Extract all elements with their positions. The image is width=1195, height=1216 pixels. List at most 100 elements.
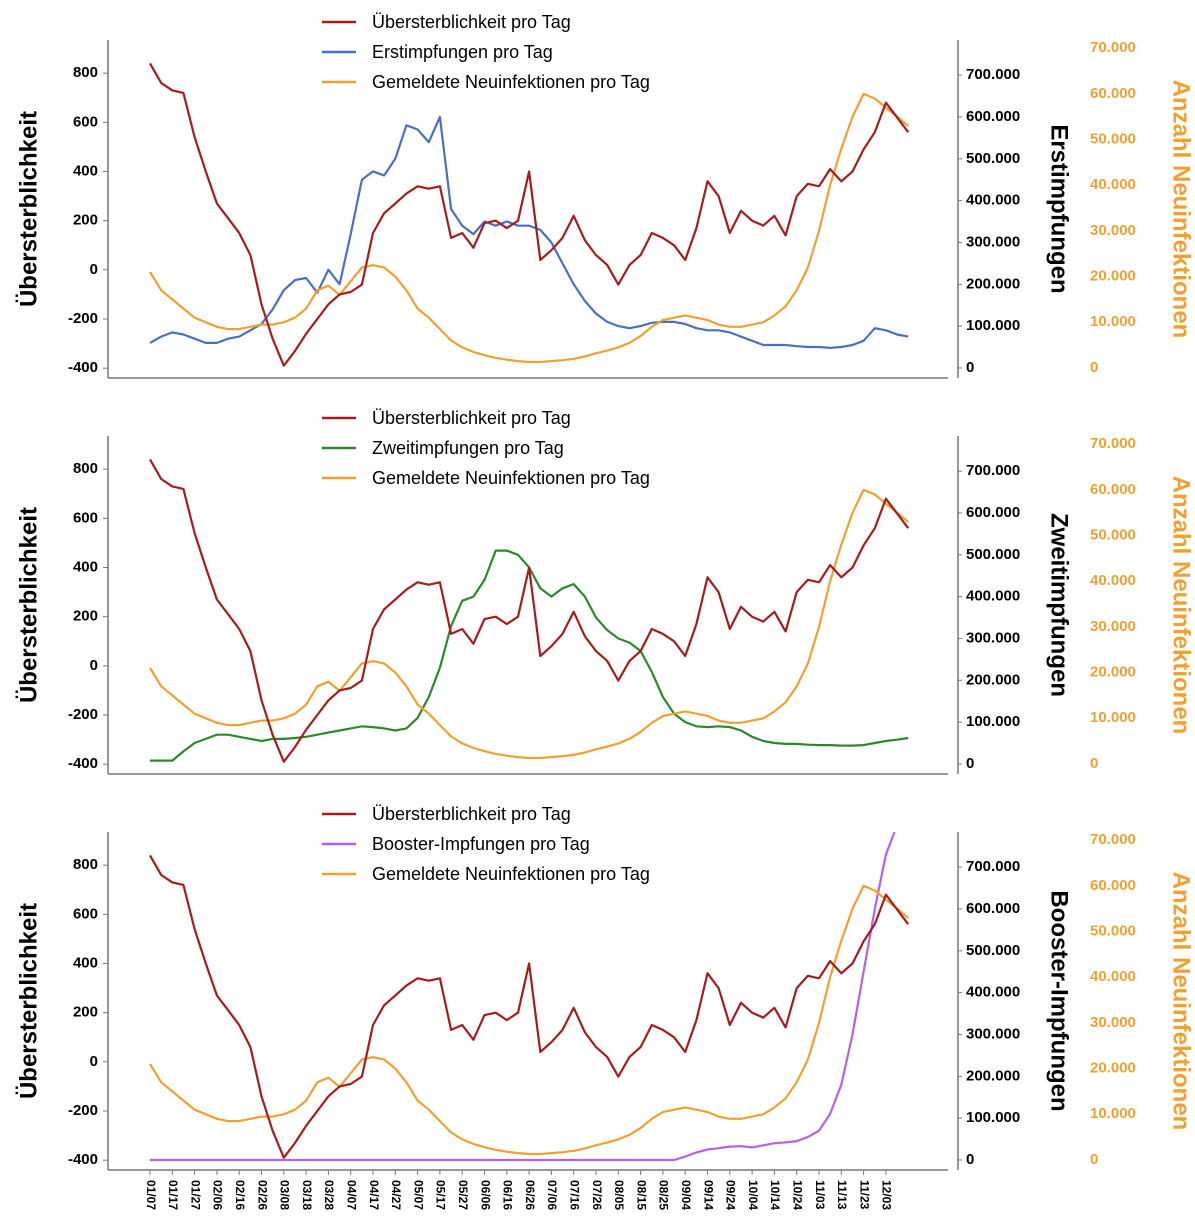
y2-tick-label: 200.000 — [966, 275, 1020, 292]
y3-tick-label: 20.000 — [1090, 268, 1136, 285]
y-tick-label: -400 — [68, 755, 98, 772]
x-tick-label: 05/17 — [434, 1180, 448, 1210]
y-tick-label: 0 — [90, 1053, 98, 1070]
y-tick-label: -200 — [68, 310, 98, 327]
series-line — [149, 488, 909, 760]
series-line — [149, 62, 910, 367]
y-tick-label: 400 — [73, 558, 98, 575]
x-tick-label: 01/17 — [166, 1180, 180, 1210]
series-line — [149, 458, 910, 763]
y-tick-label: -200 — [68, 1102, 98, 1119]
y-tick-label: 800 — [73, 64, 98, 81]
y3-tick-label: 70.000 — [1090, 831, 1136, 848]
y3-tick-label: 10.000 — [1090, 1105, 1136, 1122]
x-tick-label: 10/04 — [746, 1180, 760, 1210]
x-tick-label: 07/06 — [545, 1180, 559, 1210]
y3-tick-label: 50.000 — [1090, 527, 1136, 544]
x-tick-label: 05/07 — [411, 1180, 425, 1210]
x-tick-label: 06/16 — [501, 1180, 515, 1210]
x-tick-label: 04/27 — [389, 1180, 403, 1210]
y2-tick-label: 700.000 — [966, 462, 1020, 479]
y3-tick-label: 70.000 — [1090, 435, 1136, 452]
y2-axis-title: Erstimpfungen — [1046, 124, 1073, 293]
y2-tick-label: 200.000 — [966, 671, 1020, 688]
series-line — [149, 92, 909, 364]
y2-tick-label: 100.000 — [966, 317, 1020, 334]
y-tick-label: 0 — [90, 261, 98, 278]
y3-tick-label: 10.000 — [1090, 313, 1136, 330]
series-line — [149, 884, 909, 1156]
y2-tick-label: 600.000 — [966, 504, 1020, 521]
legend-label: Übersterblichkeit pro Tag — [372, 804, 571, 824]
series-line — [149, 115, 909, 349]
y3-tick-label: 70.000 — [1090, 39, 1136, 56]
x-tick-label: 09/04 — [679, 1180, 693, 1210]
series-line — [150, 832, 896, 1162]
x-tick-label: 01/27 — [188, 1180, 202, 1210]
y2-tick-label: 500.000 — [966, 942, 1020, 959]
y-tick-label: -400 — [68, 1151, 98, 1168]
x-tick-label: 08/15 — [634, 1180, 648, 1210]
y3-tick-label: 50.000 — [1090, 131, 1136, 148]
y2-tick-label: 100.000 — [966, 1109, 1020, 1126]
y3-tick-label: 50.000 — [1090, 923, 1136, 940]
y3-axis-title: Anzahl Neuinfektionen — [1168, 80, 1195, 339]
y3-axis-title: Anzahl Neuinfektionen — [1168, 476, 1195, 735]
x-tick-label: 08/05 — [612, 1180, 626, 1210]
y3-tick-label: 20.000 — [1090, 1060, 1136, 1077]
legend-label: Zweitimpfungen pro Tag — [372, 438, 564, 458]
series-line — [150, 549, 909, 762]
y-tick-label: 600 — [73, 905, 98, 922]
y-tick-label: -400 — [68, 359, 98, 376]
y2-tick-label: 300.000 — [966, 233, 1020, 250]
y-tick-label: 0 — [90, 657, 98, 674]
y2-tick-label: 0 — [966, 1151, 974, 1168]
y3-tick-label: 40.000 — [1090, 968, 1136, 985]
y-axis-title: Übersterblichkeit — [15, 903, 42, 1099]
y2-tick-label: 600.000 — [966, 108, 1020, 125]
x-tick-label: 02/06 — [211, 1180, 225, 1210]
y-tick-label: 600 — [73, 113, 98, 130]
legend-label: Gemeldete Neuinfektionen pro Tag — [372, 72, 650, 92]
x-tick-label: 04/17 — [367, 1180, 381, 1210]
y3-tick-label: 30.000 — [1090, 618, 1136, 635]
y2-tick-label: 400.000 — [966, 588, 1020, 605]
series-line — [149, 854, 910, 1159]
x-tick-label: 09/14 — [701, 1180, 715, 1210]
y-tick-label: 400 — [73, 954, 98, 971]
x-tick-label: 12/03 — [880, 1180, 894, 1210]
y3-tick-label: 40.000 — [1090, 572, 1136, 589]
y2-tick-label: 300.000 — [966, 629, 1020, 646]
y3-axis-title: Anzahl Neuinfektionen — [1168, 872, 1195, 1131]
y2-tick-label: 300.000 — [966, 1025, 1020, 1042]
x-tick-label: 07/26 — [590, 1180, 604, 1210]
y2-tick-label: 500.000 — [966, 150, 1020, 167]
y-tick-label: 200 — [73, 212, 98, 229]
y-axis-title: Übersterblichkeit — [15, 507, 42, 703]
y3-tick-label: 30.000 — [1090, 222, 1136, 239]
y3-tick-label: 20.000 — [1090, 664, 1136, 681]
y2-tick-label: 200.000 — [966, 1067, 1020, 1084]
y2-tick-label: 500.000 — [966, 546, 1020, 563]
x-tick-label: 03/18 — [300, 1180, 314, 1210]
y-tick-label: 200 — [73, 608, 98, 625]
x-tick-label: 04/07 — [345, 1180, 359, 1210]
x-tick-label: 02/16 — [233, 1180, 247, 1210]
y3-tick-label: 10.000 — [1090, 709, 1136, 726]
x-tick-label: 11/23 — [857, 1180, 871, 1210]
y2-tick-label: 100.000 — [966, 713, 1020, 730]
y3-tick-label: 0 — [1090, 755, 1098, 772]
y2-tick-label: 0 — [966, 359, 974, 376]
y-axis-title: Übersterblichkeit — [15, 111, 42, 307]
y2-tick-label: 0 — [966, 755, 974, 772]
x-tick-label: 08/25 — [657, 1180, 671, 1210]
y3-tick-label: 60.000 — [1090, 481, 1136, 498]
x-tick-label: 05/27 — [456, 1180, 470, 1210]
legend-label: Übersterblichkeit pro Tag — [372, 12, 571, 32]
x-tick-label: 11/03 — [813, 1180, 827, 1210]
y2-tick-label: 700.000 — [966, 66, 1020, 83]
y-tick-label: 400 — [73, 162, 98, 179]
x-tick-label: 10/14 — [768, 1180, 782, 1210]
y2-tick-label: 400.000 — [966, 192, 1020, 209]
